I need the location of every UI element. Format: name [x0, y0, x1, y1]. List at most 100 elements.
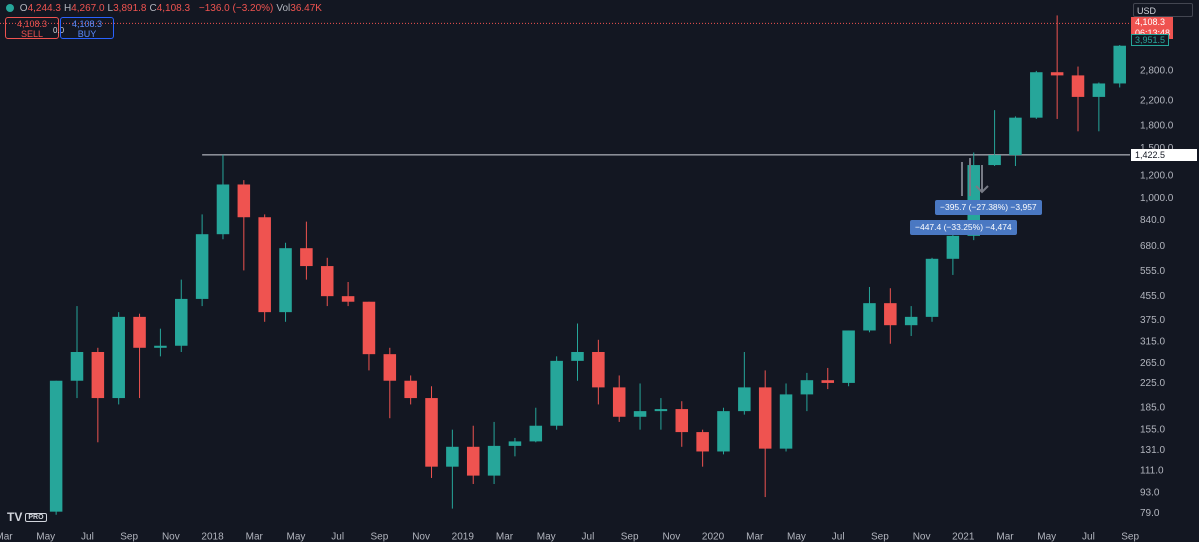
measure-label: −447.4 (−33.25%) −4,474 — [910, 220, 1017, 235]
candle-body — [508, 441, 522, 446]
currency-button[interactable]: USD — [1133, 3, 1193, 17]
candle-body — [946, 235, 960, 259]
measure-label: −395.7 (−27.38%) −3,957 — [935, 200, 1042, 215]
candle-body — [988, 155, 1001, 166]
logo-pro: PRO — [25, 513, 47, 522]
candle-body — [487, 445, 501, 476]
field-label: H — [63, 3, 72, 14]
x-tick-label: Sep — [370, 532, 388, 542]
candle-body — [216, 184, 230, 235]
candle-body — [300, 248, 313, 267]
y-tick-label: 315.0 — [1140, 336, 1165, 347]
field-value: 4,244.3 — [27, 3, 61, 14]
candle-body — [779, 394, 793, 449]
candle-body — [133, 316, 146, 348]
hline-price-label: 1,422.5 — [1131, 148, 1197, 161]
buy-label: BUY — [77, 29, 97, 39]
x-tick-label: Nov — [662, 532, 680, 542]
candle-body — [1050, 72, 1064, 76]
sell-label: SELL — [20, 29, 44, 39]
candle-body — [49, 380, 63, 512]
volume-label: Vol — [276, 3, 291, 14]
candle-body — [675, 409, 689, 433]
x-tick-label: Mar — [496, 532, 514, 542]
x-tick-label: Mar — [746, 532, 764, 542]
candle-body — [633, 411, 647, 417]
candle-body — [1009, 117, 1022, 156]
x-tick-label: Jul — [81, 532, 94, 542]
sell-button[interactable]: 4,108.3 SELL — [5, 17, 59, 39]
y-tick-label: 840.0 — [1140, 215, 1165, 226]
last-price-countdown: 06:13:48 — [1135, 28, 1173, 39]
field-value: 4,267.0 — [71, 3, 105, 14]
field-label: O — [19, 3, 28, 14]
candle-body — [466, 446, 480, 476]
field-label: C — [149, 3, 157, 14]
change: −136.0 (−3.20%) — [198, 3, 274, 14]
sell-price: 4,108.3 — [16, 19, 48, 29]
x-tick-label: Mar — [996, 532, 1014, 542]
ma-price-label: 3,951.5 — [1131, 34, 1169, 47]
candle-body — [237, 184, 251, 218]
x-tick-label: Sep — [1121, 532, 1139, 542]
candle-body — [1113, 45, 1126, 84]
y-tick-label: 185.0 — [1140, 402, 1165, 413]
spread: 0.0 — [53, 26, 65, 35]
x-tick-label: Jul — [1082, 532, 1095, 542]
x-tick-label: May — [1037, 532, 1056, 542]
x-tick-label: Sep — [621, 532, 639, 542]
x-tick-label: 2018 — [201, 532, 224, 542]
x-tick-label: Nov — [913, 532, 931, 542]
y-tick-label: 1,800.0 — [1140, 120, 1174, 131]
candle-body — [91, 351, 105, 399]
x-tick-label: 2021 — [952, 532, 975, 542]
candle-body — [592, 351, 605, 388]
x-tick-label: Nov — [162, 532, 180, 542]
candle-body — [320, 266, 334, 297]
y-tick-label: 225.0 — [1140, 378, 1165, 389]
measure-arrows — [961, 158, 989, 196]
field-label: L — [107, 3, 114, 14]
candle-body — [1071, 75, 1085, 97]
candle-body — [446, 446, 459, 467]
y-tick-label: 375.0 — [1140, 315, 1165, 326]
x-tick-label: May — [36, 532, 55, 542]
candle-body — [258, 217, 271, 313]
candle-body — [821, 380, 835, 383]
candle-body — [529, 425, 543, 442]
last-price-label: 4,108.306:13:48 — [1131, 17, 1173, 40]
candle-body — [571, 351, 584, 361]
candle-body — [1030, 72, 1043, 118]
candle-body — [1092, 83, 1106, 97]
candle-body — [112, 316, 125, 399]
status-dot — [6, 4, 14, 12]
candle-body — [863, 303, 876, 331]
candle-body — [70, 351, 84, 381]
y-tick-label: 111.0 — [1140, 466, 1164, 477]
candle-body — [925, 258, 939, 317]
y-tick-label: 265.0 — [1140, 358, 1165, 369]
candle-body — [842, 330, 855, 383]
candle-body — [154, 345, 167, 348]
y-tick-label: 1,500.0 — [1140, 143, 1174, 154]
candle-body — [175, 298, 188, 346]
y-tick-label: 1,000.0 — [1140, 193, 1174, 204]
volume: 36.47K — [290, 3, 322, 14]
candle-body — [195, 234, 209, 299]
y-tick-label: 79.0 — [1140, 508, 1160, 519]
x-tick-label: Jul — [331, 532, 344, 542]
y-tick-label: 1,200.0 — [1140, 171, 1174, 182]
x-tick-label: May — [287, 532, 306, 542]
x-tick-label: Sep — [120, 532, 138, 542]
x-tick-label: Jul — [832, 532, 845, 542]
y-tick-label: 2,800.0 — [1140, 66, 1174, 77]
candle-body — [612, 387, 626, 417]
x-tick-label: Sep — [871, 532, 889, 542]
buy-button[interactable]: 4,108.3 BUY — [60, 17, 114, 39]
ohlc-header: O4,244.3 H4,267.0 L3,891.8 C4,108.3 −136.0 … — [6, 3, 325, 14]
x-tick-label: Jul — [582, 532, 595, 542]
candle-body — [738, 387, 751, 412]
candle-body — [717, 411, 730, 452]
